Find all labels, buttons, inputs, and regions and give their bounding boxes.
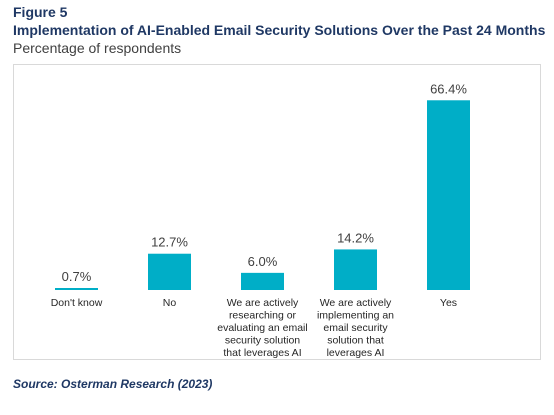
- bar-value-label-0: 0.7%: [62, 269, 92, 284]
- bar-4: [427, 100, 470, 291]
- bar-2: [241, 272, 284, 290]
- bar-1: [148, 253, 191, 290]
- bar-value-label-2: 6.0%: [248, 254, 278, 269]
- bar-value-label-4: 66.4%: [430, 81, 467, 96]
- bar-value-label-3: 14.2%: [337, 230, 374, 245]
- chart-title: Implementation of AI-Enabled Email Secur…: [13, 22, 546, 38]
- source-note: Source: Osterman Research (2023): [13, 377, 213, 391]
- bar-value-label-1: 12.7%: [151, 235, 188, 250]
- category-label-0: Don't know: [51, 297, 103, 309]
- plot-frame: [13, 64, 541, 360]
- bar-chart: 0.7% Don't know 12.7% No 6.0% We are actively…: [51, 81, 470, 359]
- category-label-1: No: [163, 297, 177, 309]
- bar-0: [55, 288, 98, 290]
- figure-label: Figure 5: [13, 4, 68, 20]
- category-label-2: We are actively researching or evaluating …: [217, 297, 307, 359]
- bar-3: [334, 249, 377, 290]
- chart-subtitle: Percentage of respondents: [13, 40, 182, 56]
- category-label-3: We are actively implementing an email secu…: [317, 297, 394, 359]
- category-label-4: Yes: [440, 297, 457, 309]
